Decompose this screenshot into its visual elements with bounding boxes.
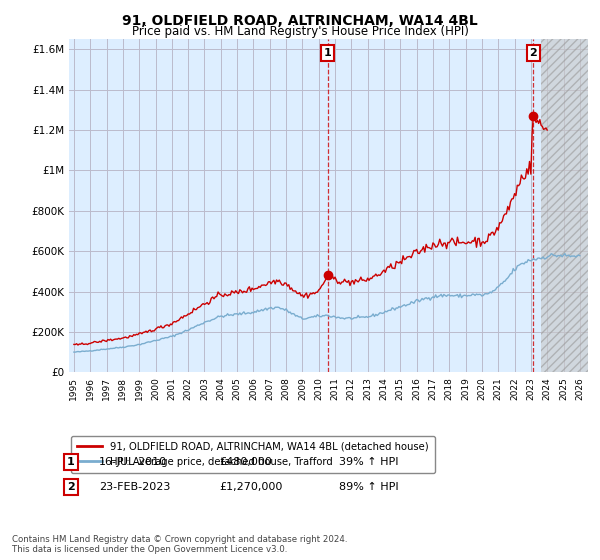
Text: £480,000: £480,000: [219, 457, 272, 467]
Bar: [541, 39, 588, 372]
Text: 1: 1: [67, 457, 74, 467]
Text: 91, OLDFIELD ROAD, ALTRINCHAM, WA14 4BL: 91, OLDFIELD ROAD, ALTRINCHAM, WA14 4BL: [122, 14, 478, 28]
Text: 2: 2: [67, 482, 74, 492]
Text: 2: 2: [529, 48, 537, 58]
Text: Price paid vs. HM Land Registry's House Price Index (HPI): Price paid vs. HM Land Registry's House …: [131, 25, 469, 38]
Legend: 91, OLDFIELD ROAD, ALTRINCHAM, WA14 4BL (detached house), HPI: Average price, de: 91, OLDFIELD ROAD, ALTRINCHAM, WA14 4BL …: [71, 436, 435, 473]
Text: 23-FEB-2023: 23-FEB-2023: [99, 482, 170, 492]
Text: 89% ↑ HPI: 89% ↑ HPI: [339, 482, 398, 492]
Text: 1: 1: [323, 48, 331, 58]
Text: Contains HM Land Registry data © Crown copyright and database right 2024.
This d: Contains HM Land Registry data © Crown c…: [12, 535, 347, 554]
Text: £1,270,000: £1,270,000: [219, 482, 283, 492]
Text: 39% ↑ HPI: 39% ↑ HPI: [339, 457, 398, 467]
Text: 16-JUL-2010: 16-JUL-2010: [99, 457, 167, 467]
